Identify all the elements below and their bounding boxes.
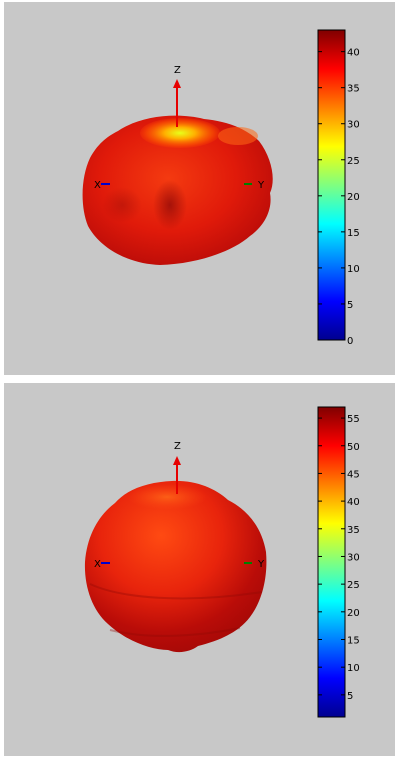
x-axis-label: X	[94, 180, 101, 191]
colorbar-tick-label: 10	[347, 264, 360, 275]
colorbar-tick-label: 50	[347, 442, 360, 453]
radiation-pattern-surface	[82, 115, 273, 265]
colorbar-tick-label: 20	[347, 608, 360, 619]
colorbar-tick-label: 25	[347, 156, 360, 167]
x-axis: X	[94, 559, 110, 570]
colorbar-tick-label: 35	[347, 525, 360, 536]
colorbar-tick-label: 35	[347, 84, 360, 95]
colorbar-tick-label: 10	[347, 663, 360, 674]
y-axis: Y	[244, 180, 265, 191]
colorbar-tick-label: 40	[347, 497, 360, 508]
plot-panel-2: Z X Y 5 10 15 20 25 30 35 40 45 50 55	[4, 383, 395, 756]
y-axis-label: Y	[257, 559, 265, 570]
colorbar-tick-label: 0	[347, 336, 353, 347]
y-axis: Y	[244, 559, 265, 570]
colorbar: 0 5 10 15 20 25 30 35 40	[317, 29, 360, 347]
colorbar-tick-label: 40	[347, 48, 360, 59]
y-axis-label: Y	[257, 180, 265, 191]
z-axis-label: Z	[174, 65, 181, 76]
colorbar: 5 10 15 20 25 30 35 40 45 50 55	[317, 406, 360, 718]
x-axis-label: X	[94, 559, 101, 570]
colorbar-tick-label: 45	[347, 469, 360, 480]
colorbar-tick-label: 5	[347, 691, 353, 702]
colorbar-tick-label: 55	[347, 414, 360, 425]
colorbar-tick-label: 30	[347, 552, 360, 563]
radiation-pattern-surface	[84, 480, 267, 653]
z-axis-label: Z	[174, 441, 181, 452]
x-axis: X	[94, 180, 110, 191]
plot-panel-1: Z X Y 0 5 10 15 20 25 30 35 40	[4, 2, 395, 375]
colorbar-tick-label: 30	[347, 120, 360, 131]
z-axis: Z	[173, 441, 181, 494]
colorbar-tick-label: 20	[347, 192, 360, 203]
colorbar-tick-label: 15	[347, 636, 360, 647]
colorbar-tick-label: 15	[347, 228, 360, 239]
colorbar-tick-label: 25	[347, 580, 360, 591]
colorbar-ticks: 0 5 10 15 20 25 30 35 40	[318, 48, 360, 347]
colorbar-tick-label: 5	[347, 300, 353, 311]
z-axis: Z	[173, 65, 181, 127]
colorbar-ticks: 5 10 15 20 25 30 35 40 45 50 55	[318, 414, 360, 702]
